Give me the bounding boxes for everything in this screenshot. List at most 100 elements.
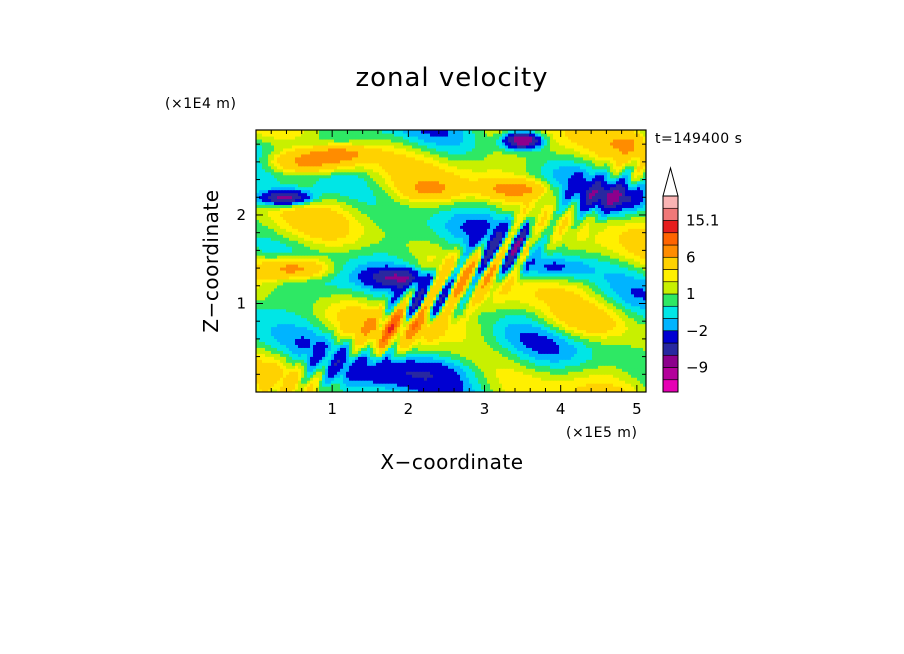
heatmap-cell bbox=[301, 293, 305, 298]
heatmap-cell bbox=[346, 284, 350, 289]
heatmap-cell bbox=[268, 278, 272, 283]
heatmap-cell bbox=[643, 305, 646, 310]
heatmap-cell bbox=[418, 347, 422, 351]
heatmap-cell bbox=[565, 323, 569, 328]
heatmap-cell bbox=[451, 338, 455, 342]
heatmap-cell bbox=[427, 326, 431, 331]
heatmap-cell bbox=[325, 341, 329, 345]
heatmap-cell bbox=[643, 317, 646, 322]
heatmap-cell bbox=[451, 359, 455, 363]
heatmap-cell bbox=[472, 281, 476, 286]
heatmap-cell bbox=[262, 338, 266, 342]
heatmap-cell bbox=[562, 284, 566, 289]
heatmap-cell bbox=[412, 329, 416, 334]
heatmap-cell bbox=[301, 344, 305, 348]
heatmap-cell bbox=[307, 356, 311, 360]
heatmap-cell bbox=[592, 353, 596, 357]
heatmap-cell bbox=[325, 290, 329, 295]
heatmap-cell bbox=[643, 296, 646, 301]
heatmap-cell bbox=[343, 317, 347, 322]
heatmap-cell bbox=[487, 296, 491, 301]
heatmap-cell bbox=[568, 305, 572, 310]
heatmap-cell bbox=[415, 275, 419, 280]
heatmap-cell bbox=[502, 380, 506, 384]
heatmap-cell bbox=[577, 296, 581, 301]
heatmap-cell bbox=[298, 356, 302, 360]
heatmap-cell bbox=[556, 377, 560, 381]
heatmap-cell bbox=[445, 347, 449, 351]
heatmap-cell bbox=[346, 308, 350, 313]
heatmap-cell bbox=[643, 329, 646, 334]
heatmap-cell bbox=[367, 374, 371, 378]
heatmap-cell bbox=[640, 377, 644, 381]
heatmap-cell bbox=[307, 287, 311, 292]
heatmap-cell bbox=[349, 389, 353, 392]
heatmap-cell bbox=[313, 356, 317, 360]
heatmap-cell bbox=[571, 287, 575, 292]
heatmap-cell bbox=[448, 338, 452, 342]
heatmap-cell bbox=[454, 338, 458, 342]
heatmap-cell bbox=[274, 296, 278, 301]
heatmap-cell bbox=[472, 335, 476, 340]
heatmap-cell bbox=[280, 383, 284, 387]
heatmap-cell bbox=[574, 323, 578, 328]
heatmap-cell bbox=[274, 284, 278, 289]
heatmap-cell bbox=[619, 311, 623, 316]
heatmap-cell bbox=[508, 347, 512, 351]
heatmap-cell bbox=[421, 368, 425, 372]
heatmap-cell bbox=[529, 302, 533, 307]
heatmap-cell bbox=[463, 377, 467, 381]
heatmap-cell bbox=[358, 356, 362, 360]
heatmap-cell bbox=[571, 305, 575, 310]
heatmap-cell bbox=[493, 353, 497, 357]
heatmap-cell bbox=[373, 329, 377, 334]
heatmap-cell bbox=[586, 308, 590, 313]
heatmap-cell bbox=[478, 314, 482, 319]
heatmap-cell bbox=[571, 290, 575, 295]
heatmap-cell bbox=[553, 314, 557, 319]
heatmap-cell bbox=[424, 344, 428, 348]
heatmap-cell bbox=[319, 350, 323, 354]
heatmap-cell bbox=[415, 332, 419, 337]
heatmap-cell bbox=[304, 338, 308, 342]
heatmap-cell bbox=[550, 341, 554, 345]
heatmap-cell bbox=[466, 371, 470, 375]
heatmap-cell bbox=[307, 371, 311, 375]
heatmap-cell bbox=[586, 350, 590, 354]
heatmap-cell bbox=[583, 308, 587, 313]
heatmap-cell bbox=[262, 344, 266, 348]
heatmap-cell bbox=[358, 329, 362, 334]
heatmap-cell bbox=[307, 314, 311, 319]
heatmap-cell bbox=[382, 386, 386, 390]
heatmap-cell bbox=[394, 353, 398, 357]
heatmap-cell bbox=[400, 335, 404, 340]
heatmap-cell bbox=[541, 317, 545, 322]
heatmap-cell bbox=[493, 332, 497, 337]
heatmap-cell bbox=[394, 293, 398, 298]
heatmap-cell bbox=[550, 299, 554, 304]
heatmap-cell bbox=[373, 335, 377, 340]
heatmap-cell bbox=[466, 344, 470, 348]
heatmap-cell bbox=[472, 356, 476, 360]
heatmap-cell bbox=[262, 389, 266, 392]
heatmap-cell bbox=[403, 302, 407, 307]
heatmap-cell bbox=[295, 377, 299, 381]
heatmap-cell bbox=[412, 335, 416, 340]
heatmap-cell bbox=[436, 314, 440, 319]
heatmap-cell bbox=[289, 320, 293, 325]
heatmap-cell bbox=[268, 287, 272, 292]
heatmap-cell bbox=[628, 314, 632, 319]
heatmap-cell bbox=[484, 311, 488, 316]
heatmap-cell bbox=[622, 338, 626, 342]
heatmap-cell bbox=[463, 332, 467, 337]
heatmap-cell bbox=[508, 386, 512, 390]
heatmap-cell bbox=[553, 353, 557, 357]
heatmap-cell bbox=[580, 320, 584, 325]
heatmap-cell bbox=[511, 299, 515, 304]
heatmap-cell bbox=[637, 344, 641, 348]
heatmap-cell bbox=[523, 365, 527, 369]
heatmap-cell bbox=[520, 359, 524, 363]
heatmap-cell bbox=[487, 287, 491, 292]
heatmap-cell bbox=[523, 311, 527, 316]
heatmap-cell bbox=[490, 281, 494, 286]
